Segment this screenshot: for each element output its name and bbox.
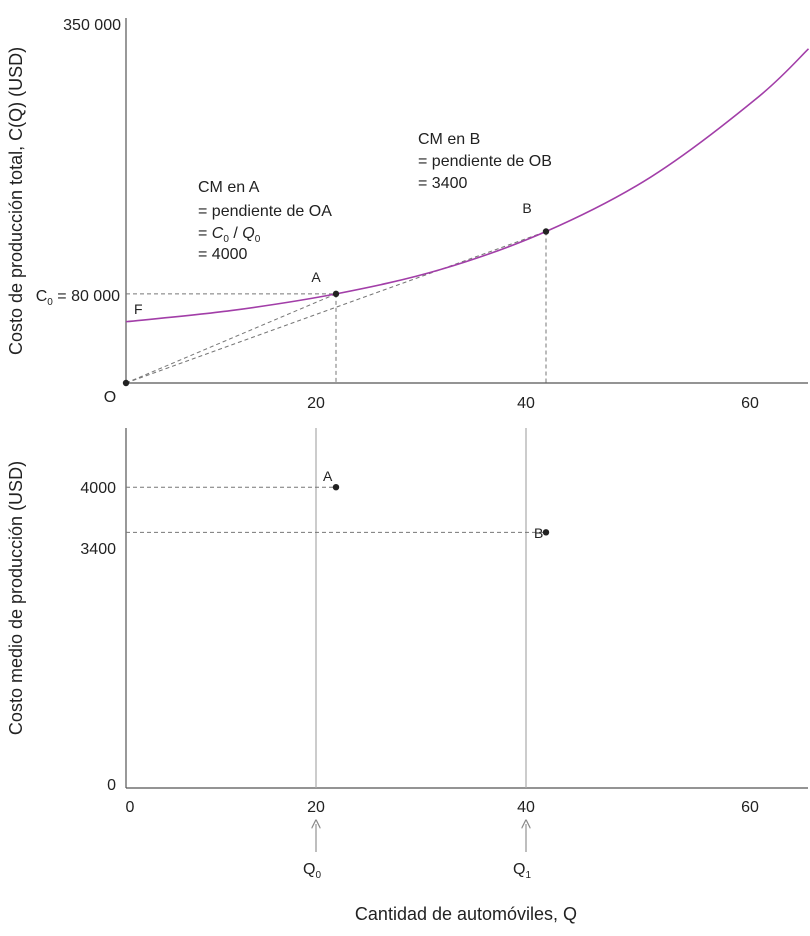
point-b-average-cost	[542, 529, 550, 536]
q1-symbol: Q	[513, 861, 525, 878]
top-panel: 350 000 20 40 60 O C0 = 80 000 Costo de …	[6, 17, 810, 412]
origin-label: O	[104, 389, 116, 406]
annotation-a-c-sub: 0	[223, 234, 229, 245]
point-b-label: B	[522, 200, 531, 216]
bottom-panel: A B 4000 3400 0 0 20 40 60 Q0 Q1 Costo m…	[6, 428, 808, 924]
annotation-cm-a: CM en A = pendiente de OA = C0 / Q0 = 40…	[198, 179, 332, 263]
annotation-a-c: C	[212, 225, 224, 242]
point-o	[122, 379, 130, 387]
annotation-a-line3: = C0 / Q0	[198, 225, 261, 245]
point-a-label: A	[311, 269, 321, 285]
bottom-y-tick-3400: 3400	[80, 541, 116, 558]
bottom-y-tick-0: 0	[107, 777, 116, 794]
ray-oa	[125, 293, 337, 384]
annotation-b-line2: = pendiente de OB	[418, 153, 552, 170]
q1-label: Q1	[513, 861, 531, 881]
annotation-cm-b: CM en B = pendiente de OB = 3400	[418, 131, 552, 192]
bottom-x-tick-0: 0	[126, 799, 135, 816]
bottom-x-tick-20: 20	[307, 799, 325, 816]
point-a-average-label: A	[323, 468, 333, 484]
point-a	[332, 290, 340, 298]
point-a-average-cost	[332, 484, 340, 491]
annotation-a-prefix: =	[198, 225, 212, 242]
c0-symbol: C	[36, 288, 48, 305]
annotation-a-line4: = 4000	[198, 246, 247, 263]
bottom-x-axis-title: Cantidad de automóviles, Q	[355, 904, 577, 924]
annotation-b-line1: CM en B	[418, 131, 480, 148]
c0-tick-label: C0 = 80 000	[36, 288, 120, 308]
c0-subscript: 0	[47, 297, 53, 308]
top-x-tick-40: 40	[517, 395, 535, 412]
top-x-tick-20: 20	[307, 395, 325, 412]
top-y-axis-title: Costo de producción total, C(Q) (USD)	[6, 47, 26, 355]
annotation-a-line2: = pendiente de OA	[198, 203, 332, 220]
top-x-tick-60: 60	[741, 395, 759, 412]
annotation-a-q-sub: 0	[255, 234, 261, 245]
ray-ob	[125, 231, 547, 384]
bottom-y-tick-4000: 4000	[80, 480, 116, 497]
q0-label: Q0	[303, 861, 321, 881]
point-b	[542, 228, 550, 235]
bottom-x-tick-60: 60	[741, 799, 759, 816]
annotation-a-line1: CM en A	[198, 179, 260, 196]
q0-symbol: Q	[303, 861, 315, 878]
c0-value: = 80 000	[53, 288, 120, 305]
total-cost-curve	[125, 48, 810, 323]
bottom-y-axis-title: Costo medio de producción (USD)	[6, 461, 26, 735]
annotation-a-q: Q	[242, 225, 254, 242]
annotation-a-slash: /	[229, 225, 242, 242]
q0-subscript: 0	[315, 870, 321, 881]
point-b-average-label: B	[534, 525, 543, 541]
top-y-tick-350000: 350 000	[63, 17, 121, 34]
q1-subscript: 1	[525, 870, 531, 881]
annotation-b-line3: = 3400	[418, 175, 467, 192]
point-f-label: F	[134, 301, 143, 317]
bottom-x-tick-40: 40	[517, 799, 535, 816]
